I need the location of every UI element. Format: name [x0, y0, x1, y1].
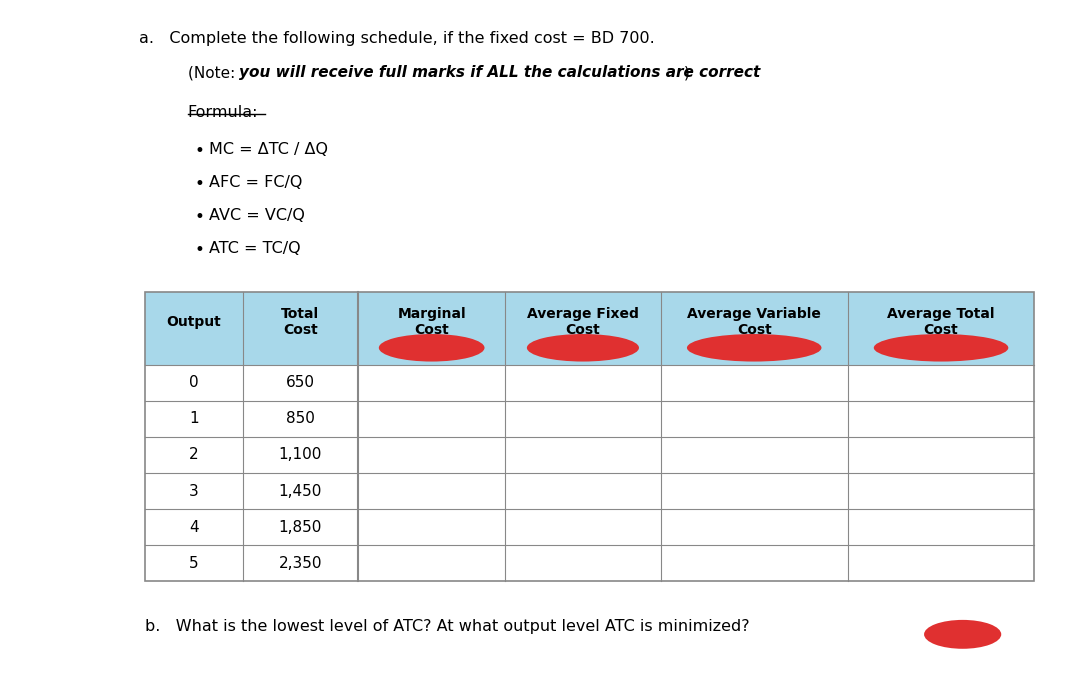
Text: 1,850: 1,850 — [279, 519, 322, 535]
Text: 4: 4 — [189, 519, 198, 535]
Text: 650: 650 — [286, 375, 315, 390]
Text: 1,100: 1,100 — [279, 447, 322, 462]
Text: you will receive full marks if ALL the calculations are correct: you will receive full marks if ALL the c… — [239, 65, 760, 80]
Text: a.   Complete the following schedule, if the fixed cost = BD 700.: a. Complete the following schedule, if t… — [139, 31, 655, 46]
Text: 850: 850 — [286, 411, 315, 427]
Text: Average Variable
Cost: Average Variable Cost — [687, 307, 821, 336]
Text: MC = ΔTC / ΔQ: MC = ΔTC / ΔQ — [209, 142, 328, 158]
Text: b.   What is the lowest level of ATC? At what output level ATC is minimized?: b. What is the lowest level of ATC? At w… — [145, 619, 749, 634]
Text: Average Total
Cost: Average Total Cost — [888, 307, 995, 336]
Text: (Note:: (Note: — [188, 65, 240, 80]
Text: 3: 3 — [189, 484, 198, 499]
Text: •: • — [194, 208, 204, 226]
Text: AFC = FC/Q: AFC = FC/Q — [209, 175, 302, 191]
Text: Total
Cost: Total Cost — [281, 307, 319, 336]
Text: 1,450: 1,450 — [279, 484, 322, 499]
Text: Output: Output — [166, 314, 221, 329]
Text: •: • — [194, 142, 204, 160]
Text: 1: 1 — [189, 411, 198, 427]
Text: Marginal
Cost: Marginal Cost — [398, 307, 466, 336]
Text: •: • — [194, 241, 204, 259]
Text: Average Fixed
Cost: Average Fixed Cost — [527, 307, 639, 336]
Text: ATC = TC/Q: ATC = TC/Q — [209, 241, 300, 257]
Text: 2: 2 — [189, 447, 198, 462]
Text: AVC = VC/Q: AVC = VC/Q — [209, 208, 304, 224]
Text: ): ) — [684, 65, 689, 80]
Text: 0: 0 — [189, 375, 198, 390]
Text: 2,350: 2,350 — [279, 556, 323, 571]
Text: Formula:: Formula: — [188, 105, 258, 120]
Text: •: • — [194, 175, 204, 193]
Text: 5: 5 — [189, 556, 198, 571]
